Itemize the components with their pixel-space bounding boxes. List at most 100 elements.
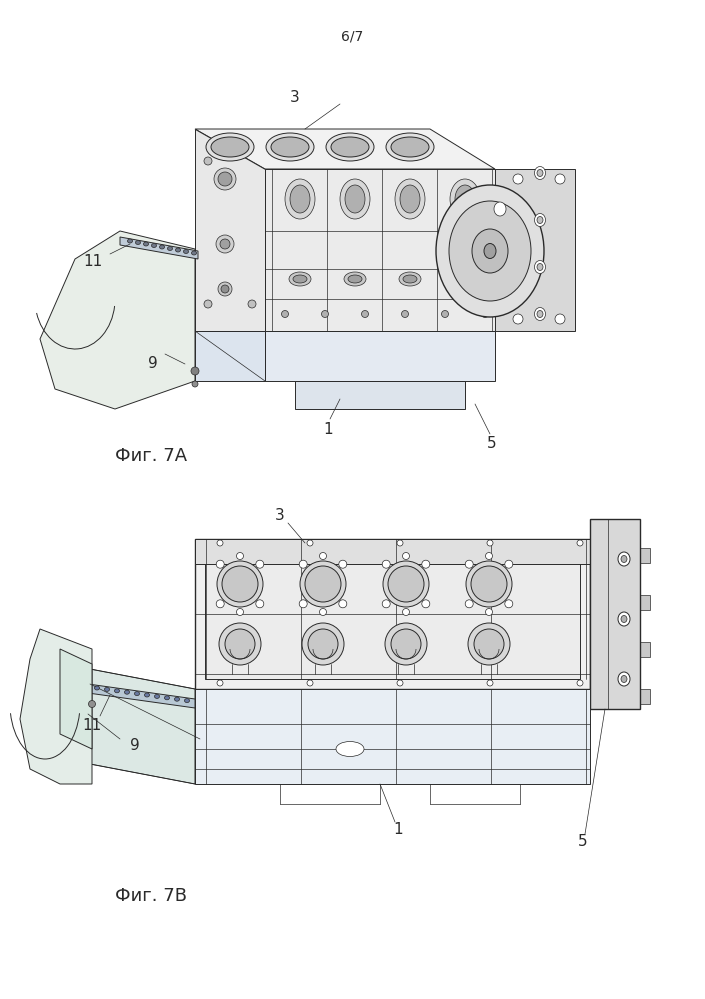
Ellipse shape	[176, 248, 180, 252]
Bar	[638, 689, 650, 704]
Ellipse shape	[537, 264, 543, 271]
Ellipse shape	[125, 690, 130, 694]
Ellipse shape	[281, 311, 288, 318]
Ellipse shape	[534, 308, 546, 321]
Ellipse shape	[400, 185, 420, 213]
Polygon shape	[40, 231, 195, 409]
Ellipse shape	[422, 599, 430, 607]
Ellipse shape	[289, 272, 311, 286]
Polygon shape	[88, 684, 195, 708]
Ellipse shape	[537, 170, 543, 177]
Ellipse shape	[486, 608, 493, 615]
Polygon shape	[195, 331, 265, 381]
Ellipse shape	[397, 680, 403, 686]
Text: 1: 1	[393, 822, 403, 837]
Ellipse shape	[216, 560, 224, 568]
Ellipse shape	[397, 540, 403, 546]
Ellipse shape	[458, 275, 472, 283]
Ellipse shape	[474, 629, 504, 659]
Ellipse shape	[422, 560, 430, 568]
Ellipse shape	[487, 540, 493, 546]
Ellipse shape	[319, 608, 326, 615]
Ellipse shape	[89, 700, 95, 707]
Polygon shape	[195, 129, 265, 331]
Text: 11: 11	[82, 717, 102, 732]
Ellipse shape	[618, 672, 630, 686]
Ellipse shape	[216, 599, 224, 607]
Polygon shape	[195, 689, 590, 784]
Ellipse shape	[382, 599, 390, 607]
Ellipse shape	[339, 599, 347, 607]
Ellipse shape	[192, 381, 198, 387]
Ellipse shape	[211, 137, 249, 157]
Ellipse shape	[465, 560, 473, 568]
Ellipse shape	[183, 250, 188, 254]
Ellipse shape	[164, 695, 169, 700]
Ellipse shape	[168, 247, 173, 251]
Ellipse shape	[104, 687, 109, 691]
Ellipse shape	[217, 561, 263, 607]
Ellipse shape	[154, 694, 159, 698]
Ellipse shape	[388, 566, 424, 602]
Ellipse shape	[307, 680, 313, 686]
Polygon shape	[490, 169, 575, 331]
Ellipse shape	[618, 612, 630, 626]
Ellipse shape	[159, 245, 164, 249]
Ellipse shape	[537, 217, 543, 224]
Ellipse shape	[219, 623, 261, 665]
Polygon shape	[60, 649, 92, 749]
Ellipse shape	[135, 241, 140, 245]
Ellipse shape	[222, 566, 258, 602]
Ellipse shape	[555, 174, 565, 184]
Ellipse shape	[339, 560, 347, 568]
Ellipse shape	[299, 560, 307, 568]
Ellipse shape	[391, 629, 421, 659]
Ellipse shape	[191, 367, 199, 375]
Ellipse shape	[152, 244, 157, 248]
Ellipse shape	[383, 561, 429, 607]
Text: 5: 5	[578, 834, 588, 849]
Bar	[638, 548, 650, 563]
Ellipse shape	[385, 623, 427, 665]
Ellipse shape	[534, 167, 546, 180]
Ellipse shape	[466, 561, 512, 607]
Ellipse shape	[555, 314, 565, 324]
Ellipse shape	[216, 235, 234, 253]
Polygon shape	[195, 129, 495, 169]
Ellipse shape	[348, 275, 362, 283]
Ellipse shape	[340, 179, 370, 219]
Polygon shape	[90, 669, 195, 784]
Polygon shape	[20, 629, 92, 784]
Bar	[638, 595, 650, 610]
Text: Фиг. 7A: Фиг. 7A	[115, 447, 187, 465]
Ellipse shape	[302, 623, 344, 665]
Ellipse shape	[214, 168, 236, 190]
Ellipse shape	[534, 214, 546, 227]
Ellipse shape	[319, 552, 326, 559]
Ellipse shape	[135, 691, 140, 695]
Ellipse shape	[382, 560, 390, 568]
Ellipse shape	[225, 629, 255, 659]
Ellipse shape	[391, 137, 429, 157]
Ellipse shape	[441, 311, 448, 318]
Ellipse shape	[218, 282, 232, 296]
Ellipse shape	[175, 697, 180, 701]
Ellipse shape	[321, 311, 329, 318]
Ellipse shape	[494, 202, 506, 216]
Ellipse shape	[402, 311, 408, 318]
Ellipse shape	[403, 552, 410, 559]
Ellipse shape	[290, 185, 310, 213]
Ellipse shape	[513, 174, 523, 184]
Ellipse shape	[307, 540, 313, 546]
Ellipse shape	[449, 201, 531, 301]
Text: 1: 1	[323, 422, 333, 437]
Ellipse shape	[537, 311, 543, 318]
Ellipse shape	[266, 133, 314, 161]
Polygon shape	[120, 237, 198, 259]
Ellipse shape	[386, 133, 434, 161]
Polygon shape	[590, 519, 640, 709]
Ellipse shape	[455, 185, 475, 213]
Text: 9: 9	[130, 737, 140, 752]
Polygon shape	[265, 331, 495, 381]
Ellipse shape	[505, 560, 513, 568]
